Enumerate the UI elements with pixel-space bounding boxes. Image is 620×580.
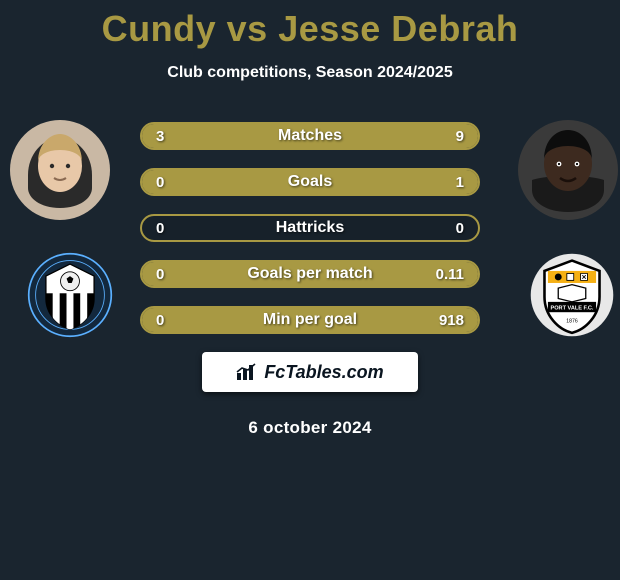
club-left-crest-icon [27, 252, 113, 338]
svg-text:PORT VALE F.C.: PORT VALE F.C. [551, 306, 594, 312]
club-left-crest [20, 245, 120, 345]
svg-text:1876: 1876 [566, 319, 578, 325]
stat-bar-goals-per-match: 0 Goals per match 0.11 [140, 260, 480, 288]
stat-label: Hattricks [142, 216, 478, 240]
subtitle: Club competitions, Season 2024/2025 [0, 64, 620, 82]
comparison-panel: PORT VALE F.C. 1876 3 Matches 9 0 Goals … [0, 120, 620, 438]
branding-badge: FcTables.com [202, 352, 418, 392]
stat-bars: 3 Matches 9 0 Goals 1 0 Hattricks 0 0 Go… [140, 120, 480, 334]
stat-bar-min-per-goal: 0 Min per goal 918 [140, 306, 480, 334]
player-right-face-icon [518, 120, 618, 220]
stat-value-right: 9 [442, 124, 478, 148]
page-title: Cundy vs Jesse Debrah [0, 0, 620, 50]
bars-icon [236, 363, 258, 381]
stat-value-right: 0.11 [422, 262, 478, 286]
player-left-face-icon [10, 120, 110, 220]
player-left-avatar [10, 120, 110, 220]
branding-text: FcTables.com [264, 362, 383, 383]
stat-bar-goals: 0 Goals 1 [140, 168, 480, 196]
player-right-avatar [518, 120, 618, 220]
stat-label: Goals [142, 170, 478, 194]
stat-value-right: 918 [425, 308, 478, 332]
stat-bar-hattricks: 0 Hattricks 0 [140, 214, 480, 242]
date-label: 6 october 2024 [0, 418, 620, 438]
stat-value-right: 1 [442, 170, 478, 194]
club-right-crest-icon: PORT VALE F.C. 1876 [529, 252, 615, 338]
club-right-crest: PORT VALE F.C. 1876 [522, 245, 620, 345]
stat-bar-matches: 3 Matches 9 [140, 122, 480, 150]
stat-value-right: 0 [442, 216, 478, 240]
stat-label: Matches [142, 124, 478, 148]
